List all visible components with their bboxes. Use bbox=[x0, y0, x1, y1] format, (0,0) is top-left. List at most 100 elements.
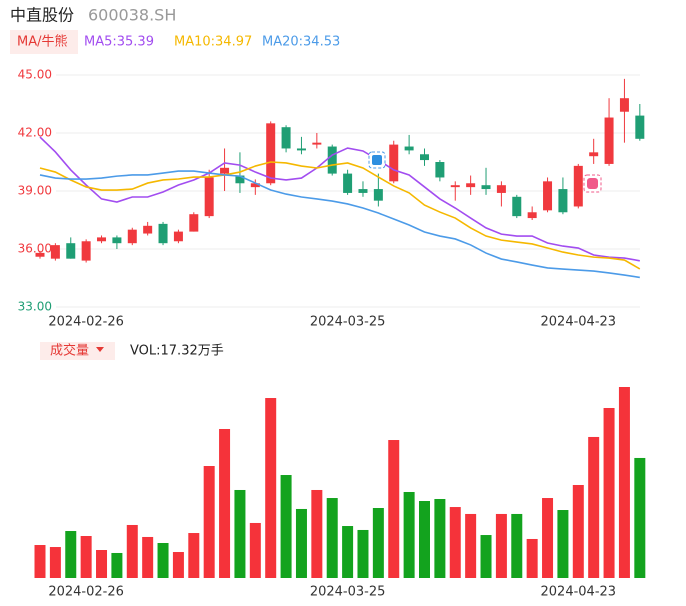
candle-body bbox=[389, 144, 399, 182]
candle-body bbox=[435, 162, 445, 178]
x-tick-label: 2024-02-26 bbox=[48, 315, 124, 330]
volume-bar bbox=[280, 475, 292, 578]
volume-bar bbox=[449, 507, 461, 578]
candle-body bbox=[358, 189, 368, 193]
legend-entry: MA5:35.39 bbox=[84, 35, 154, 50]
volume-bar bbox=[219, 428, 231, 578]
indicator-button-bg[interactable] bbox=[10, 30, 78, 54]
volume-bar bbox=[572, 484, 584, 578]
indicator-button[interactable]: MA/牛熊 bbox=[17, 34, 68, 50]
chart-subtitle: 600038.SH bbox=[88, 6, 176, 25]
candle-body bbox=[327, 146, 337, 174]
candle-body bbox=[312, 142, 322, 145]
candle-body bbox=[543, 181, 553, 211]
volume-bar bbox=[372, 508, 384, 578]
candle-body bbox=[496, 185, 506, 193]
candle-body bbox=[66, 243, 76, 259]
candle-body bbox=[143, 225, 153, 234]
y-tick-label: 36.00 bbox=[18, 242, 52, 256]
x-tick-label: 2024-02-26 bbox=[48, 585, 124, 600]
event-icon-fill bbox=[372, 155, 382, 165]
candle-body bbox=[189, 214, 199, 232]
volume-bar bbox=[419, 501, 430, 578]
volume-bar bbox=[342, 526, 354, 578]
chart-title: 中直股份 bbox=[10, 6, 74, 25]
dropdown-arrow[interactable] bbox=[96, 347, 104, 352]
ma-line bbox=[39, 161, 641, 270]
volume-bar bbox=[96, 550, 108, 578]
volume-bar bbox=[157, 543, 169, 578]
volume-bar bbox=[388, 440, 400, 578]
ma-line bbox=[39, 170, 640, 279]
candle-body bbox=[573, 165, 583, 207]
volume-label: VOL:17.32万手 bbox=[130, 344, 224, 359]
candle-body bbox=[512, 196, 522, 217]
candle-body bbox=[81, 241, 91, 261]
candle-body bbox=[420, 154, 429, 161]
candle-body bbox=[35, 252, 45, 257]
y-tick-label: 33.00 bbox=[18, 300, 52, 314]
event-icon-fill bbox=[587, 178, 598, 189]
candle-body bbox=[558, 189, 568, 213]
candle-body bbox=[404, 146, 414, 151]
volume-bar bbox=[465, 513, 477, 578]
candle-body bbox=[450, 185, 460, 188]
volume-bar bbox=[603, 407, 615, 578]
candle-body bbox=[343, 173, 353, 193]
volume-bar bbox=[618, 387, 630, 578]
x-tick-label: 2024-04-23 bbox=[541, 315, 617, 330]
x-tick-label: 2024-03-25 bbox=[310, 585, 386, 600]
candle-body bbox=[97, 237, 107, 242]
candle-body bbox=[173, 231, 183, 242]
candle-body bbox=[158, 223, 168, 244]
volume-bar bbox=[111, 552, 123, 578]
candle-body bbox=[266, 123, 276, 184]
volume-bar bbox=[172, 552, 184, 578]
y-tick-label: 45.00 bbox=[18, 68, 52, 82]
volume-bar bbox=[142, 536, 154, 578]
candle-body bbox=[635, 115, 645, 139]
volume-bar bbox=[34, 545, 46, 578]
volume-bar bbox=[65, 531, 77, 578]
candle-body bbox=[589, 152, 599, 157]
y-tick-label: 42.00 bbox=[18, 126, 52, 140]
volume-bar bbox=[557, 510, 569, 578]
volume-bar bbox=[234, 489, 246, 578]
volume-bar bbox=[203, 466, 215, 578]
volume-bar bbox=[495, 513, 507, 578]
volume-bar bbox=[526, 538, 538, 578]
candle-body bbox=[281, 127, 291, 149]
volume-bar bbox=[326, 498, 338, 578]
volume-bar bbox=[588, 436, 600, 578]
x-tick-label: 2024-04-23 bbox=[541, 585, 617, 600]
candle-body bbox=[466, 183, 476, 188]
candle-body bbox=[127, 229, 137, 244]
ma-line bbox=[39, 136, 640, 262]
volume-bar bbox=[80, 536, 92, 578]
candle-body bbox=[481, 185, 491, 190]
volume-button-bg[interactable] bbox=[40, 342, 115, 360]
volume-bar bbox=[634, 457, 646, 578]
candle-body bbox=[604, 117, 614, 164]
volume-bar bbox=[295, 508, 307, 578]
candle-body bbox=[373, 189, 383, 201]
volume-bar bbox=[357, 529, 369, 578]
candle-body bbox=[527, 212, 537, 219]
candle-body bbox=[235, 175, 245, 184]
candle-body bbox=[204, 177, 214, 217]
volume-bar bbox=[49, 547, 61, 578]
volume-bar bbox=[542, 498, 554, 578]
candle-body bbox=[220, 167, 230, 174]
candle-body bbox=[619, 98, 629, 112]
candle-body bbox=[112, 237, 122, 244]
volume-button[interactable]: 成交量 bbox=[50, 343, 89, 359]
volume-bar bbox=[403, 491, 415, 578]
candle-body bbox=[250, 183, 260, 188]
icons bbox=[368, 151, 602, 193]
x-tick-label: 2024-03-25 bbox=[310, 315, 386, 330]
volume-bar bbox=[126, 524, 138, 578]
candle-body bbox=[296, 148, 306, 151]
volume-bar bbox=[188, 533, 200, 578]
